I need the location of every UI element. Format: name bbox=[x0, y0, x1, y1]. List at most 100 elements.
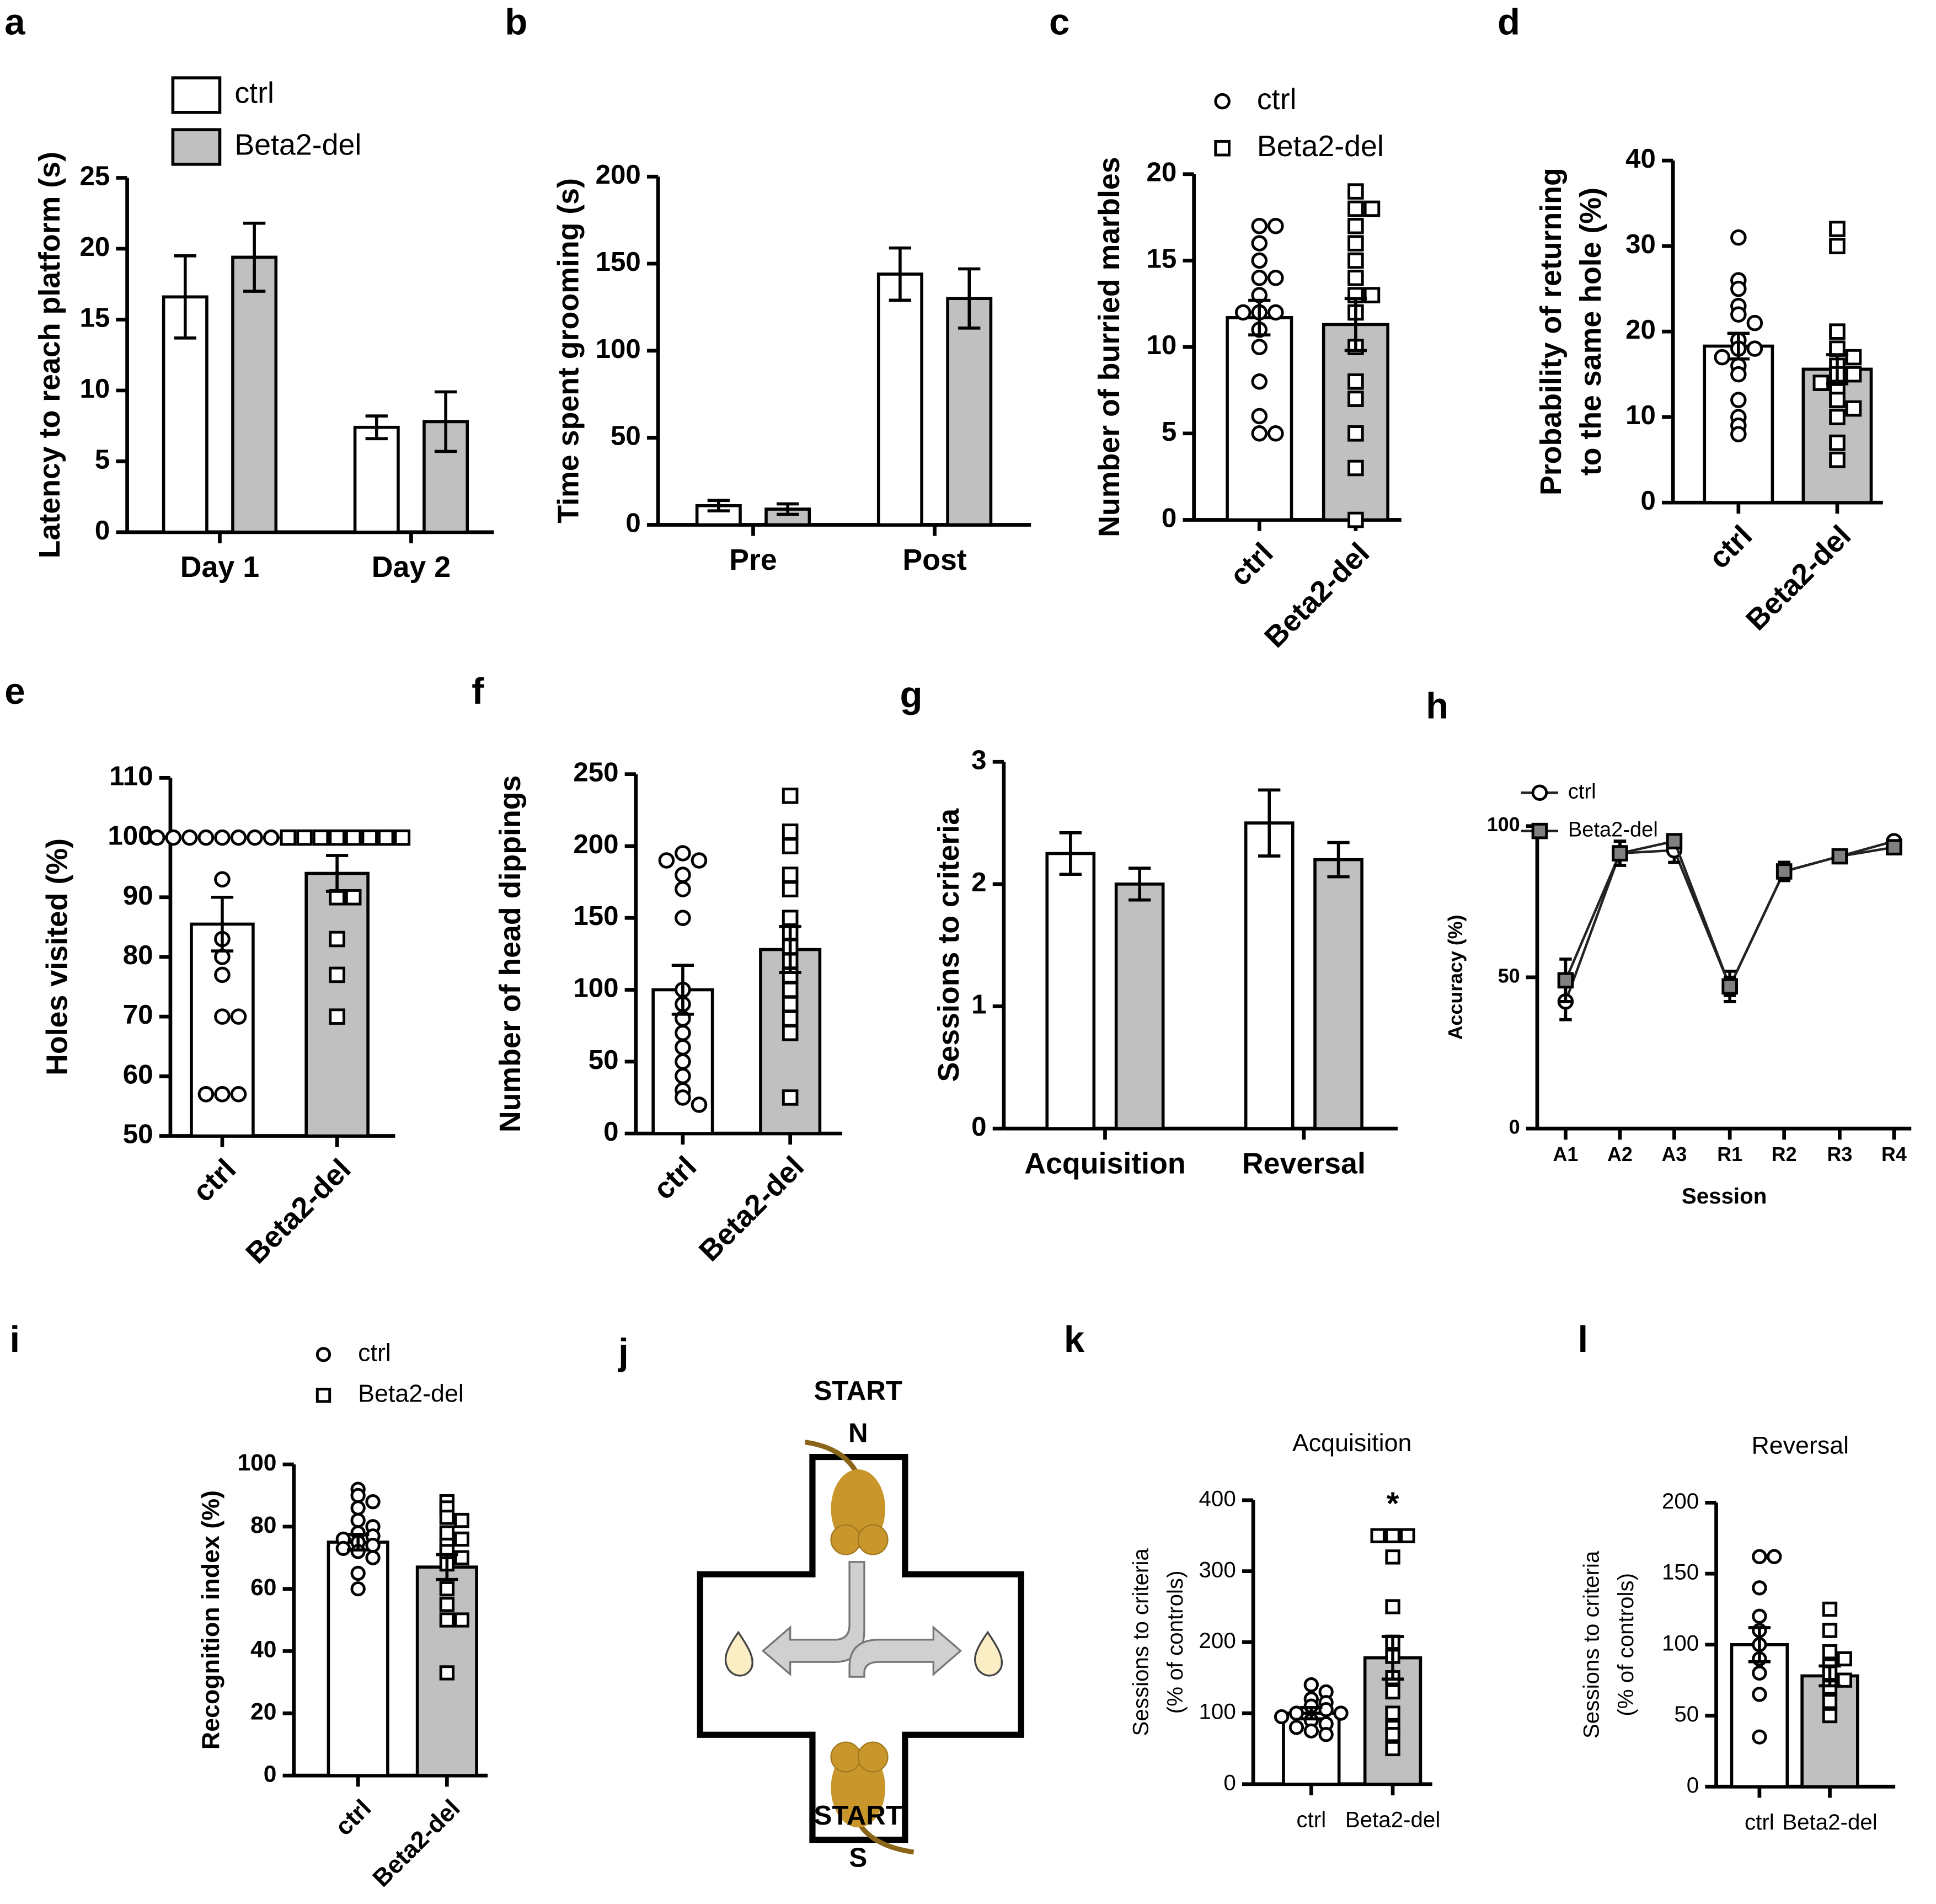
legend-marker bbox=[315, 1387, 331, 1403]
data-point bbox=[197, 1086, 215, 1103]
data-point bbox=[1385, 1599, 1400, 1614]
x-tick-label: Beta2-del bbox=[1782, 1810, 1877, 1835]
data-point bbox=[329, 1008, 345, 1025]
y-tick-label: 60 bbox=[250, 1574, 276, 1601]
x-tick-label: ctrl bbox=[647, 1150, 703, 1206]
data-point bbox=[1370, 1528, 1386, 1543]
data-point bbox=[1730, 426, 1747, 442]
data-point bbox=[394, 829, 411, 846]
data-point bbox=[1333, 1705, 1349, 1721]
legend-label: ctrl bbox=[1257, 83, 1297, 116]
y-tick-label: 0 bbox=[95, 515, 110, 545]
x-tick-label: Beta2-del bbox=[367, 1794, 466, 1892]
data-point bbox=[454, 1531, 469, 1547]
data-point bbox=[214, 829, 231, 846]
error-bar bbox=[779, 925, 801, 975]
data-point bbox=[1251, 425, 1268, 442]
y-tick-label: 20 bbox=[1147, 157, 1177, 188]
data-point bbox=[691, 1097, 708, 1113]
y-tick-label: 20 bbox=[79, 232, 110, 262]
error-bar bbox=[434, 390, 457, 453]
data-point bbox=[675, 1039, 691, 1056]
reward-drop bbox=[974, 1630, 1003, 1677]
legend-label: Beta2-del bbox=[1568, 819, 1658, 842]
data-point bbox=[1251, 373, 1268, 390]
data-point bbox=[1385, 1741, 1400, 1757]
data-point bbox=[1845, 400, 1862, 417]
data-point bbox=[1714, 349, 1731, 366]
data-point bbox=[782, 881, 799, 897]
x-tick-label: A3 bbox=[1662, 1143, 1687, 1165]
panel-letter: i bbox=[10, 1319, 20, 1360]
y-tick-label: 150 bbox=[596, 247, 641, 277]
y-tick-label: 150 bbox=[573, 901, 618, 931]
panel-letter: k bbox=[1064, 1319, 1085, 1360]
data-point bbox=[1752, 1665, 1767, 1681]
y-axis-label: Sessions to criteria bbox=[932, 808, 965, 1082]
y-tick-label: 10 bbox=[79, 373, 110, 404]
data-point bbox=[782, 1089, 799, 1106]
data-point bbox=[1318, 1727, 1334, 1742]
error-bar bbox=[211, 895, 234, 953]
mouse-ear bbox=[857, 1524, 889, 1555]
data-point bbox=[782, 1010, 799, 1027]
data-point bbox=[1752, 1580, 1767, 1596]
data-point bbox=[1752, 1608, 1767, 1624]
data-point bbox=[439, 1665, 454, 1681]
data-point bbox=[1829, 451, 1846, 468]
data-point bbox=[230, 829, 247, 846]
data-point bbox=[1347, 235, 1364, 252]
data-point bbox=[345, 829, 362, 846]
data-point bbox=[439, 1581, 454, 1597]
y-tick-label: 80 bbox=[123, 940, 153, 970]
x-tick-label: ctrl bbox=[1745, 1810, 1774, 1835]
data-point bbox=[1822, 1623, 1838, 1638]
x-tick-label: Beta2-del bbox=[693, 1150, 810, 1267]
error-bar bbox=[1258, 788, 1281, 858]
data-point bbox=[1363, 287, 1381, 303]
legend-label: ctrl bbox=[1568, 780, 1596, 803]
data-point bbox=[350, 1512, 366, 1528]
data-point bbox=[675, 1053, 691, 1070]
data-point bbox=[1612, 845, 1628, 862]
chart-title: Reversal bbox=[1751, 1431, 1849, 1459]
data-point bbox=[1234, 304, 1252, 321]
bar bbox=[1114, 883, 1165, 1130]
data-point bbox=[1251, 252, 1268, 269]
data-point bbox=[1400, 1528, 1415, 1543]
data-point bbox=[1829, 323, 1846, 340]
data-point bbox=[782, 910, 799, 926]
y-tick-label: 20 bbox=[250, 1699, 276, 1725]
data-point bbox=[1268, 425, 1284, 442]
bar bbox=[353, 425, 400, 534]
error-bar bbox=[1129, 867, 1151, 902]
data-point bbox=[1385, 1549, 1400, 1565]
data-point bbox=[1347, 183, 1364, 200]
data-point bbox=[454, 1512, 469, 1528]
bar bbox=[231, 255, 278, 534]
y-tick-label: 0 bbox=[1162, 503, 1176, 533]
mouse-ear bbox=[857, 1741, 889, 1773]
data-point bbox=[658, 852, 675, 869]
y-tick-label: 3 bbox=[971, 745, 986, 775]
data-point bbox=[1347, 252, 1364, 269]
y-axis-label: Number of burried marbles bbox=[1093, 157, 1126, 537]
data-point bbox=[1746, 314, 1763, 331]
bar bbox=[327, 1541, 389, 1777]
y-axis-label: Recognition index (%) bbox=[197, 1490, 224, 1750]
data-point bbox=[1251, 339, 1268, 355]
x-tick-label: Beta2-del bbox=[1258, 536, 1376, 654]
legend-marker bbox=[1531, 822, 1548, 839]
data-point bbox=[1831, 848, 1848, 865]
data-point bbox=[1845, 349, 1862, 366]
legend-swatch bbox=[171, 76, 222, 114]
y-tick-label: 15 bbox=[1147, 243, 1177, 274]
legend-label: ctrl bbox=[358, 1339, 391, 1367]
data-point bbox=[1730, 366, 1747, 383]
error-bar bbox=[889, 246, 912, 302]
panel: k 0 100 200 300 400 ctrl Beta2-del Sessions to c… bbox=[1064, 1319, 1440, 1832]
data-point bbox=[1837, 1651, 1853, 1667]
data-point bbox=[1251, 269, 1268, 286]
x-tick-label: R1 bbox=[1717, 1143, 1742, 1165]
